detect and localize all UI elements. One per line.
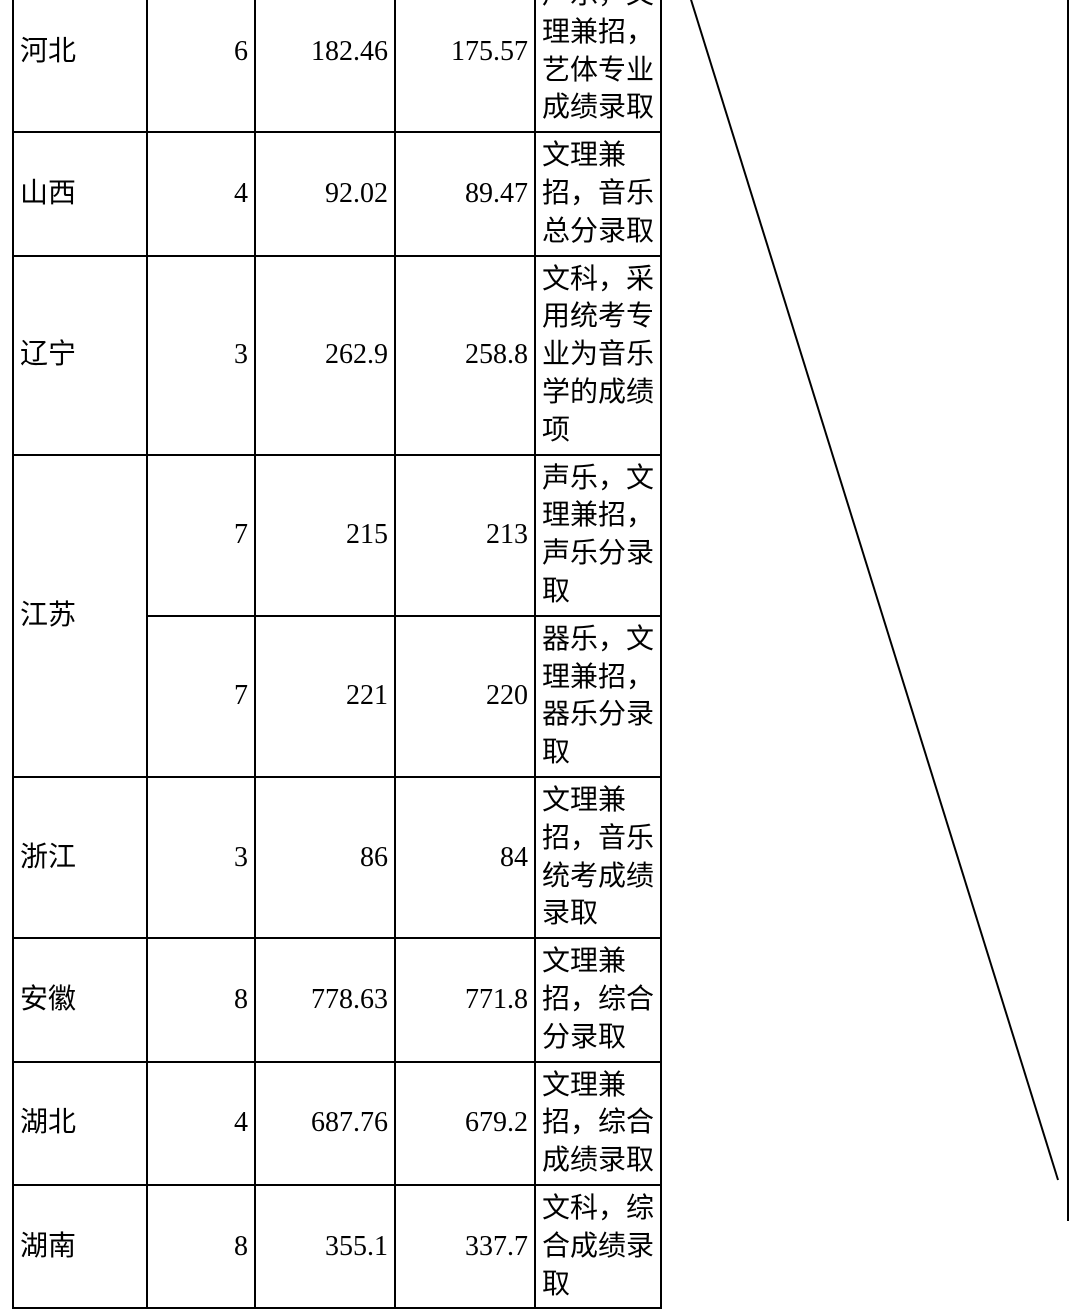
table-row: 山西492.0289.47文理兼招，音乐总分录取	[13, 132, 661, 255]
province-cell: 湖南	[13, 1185, 147, 1308]
score1-cell: 778.63	[255, 938, 395, 1061]
score1-cell: 221	[255, 616, 395, 777]
score2-cell: 175.57	[395, 0, 535, 132]
count-cell: 4	[147, 132, 255, 255]
province-cell: 山西	[13, 132, 147, 255]
score1-cell: 262.9	[255, 256, 395, 455]
score2-cell: 679.2	[395, 1062, 535, 1185]
score1-cell: 86	[255, 777, 395, 938]
note-cell: 文科，综合成绩录取	[535, 1185, 661, 1308]
score1-cell: 355.1	[255, 1185, 395, 1308]
count-cell: 7	[147, 455, 255, 616]
count-cell: 3	[147, 777, 255, 938]
diagonal-line-svg	[660, 0, 1067, 1221]
province-cell: 浙江	[13, 777, 147, 938]
score2-cell: 89.47	[395, 132, 535, 255]
note-cell: 器乐，文理兼招，器乐分录取	[535, 616, 661, 777]
count-cell: 4	[147, 1062, 255, 1185]
province-cell: 湖北	[13, 1062, 147, 1185]
diagonal-line	[660, 0, 1058, 1180]
admission-table: 河北6182.46175.57声乐，文理兼招，艺体专业成绩录取山西492.028…	[12, 0, 662, 1309]
province-cell: 河北	[13, 0, 147, 132]
score2-cell: 337.7	[395, 1185, 535, 1308]
table-row: 湖南8355.1337.7文科，综合成绩录取	[13, 1185, 661, 1308]
score1-cell: 182.46	[255, 0, 395, 132]
province-cell: 江苏	[13, 455, 147, 777]
table-row: 江苏7215213声乐，文理兼招，声乐分录取	[13, 455, 661, 616]
table-row: 辽宁3262.9258.8文科，采用统考专业为音乐学的成绩项	[13, 256, 661, 455]
count-cell: 7	[147, 616, 255, 777]
province-cell: 辽宁	[13, 256, 147, 455]
note-cell: 文理兼招，综合分录取	[535, 938, 661, 1061]
note-cell: 文理兼招，综合成绩录取	[535, 1062, 661, 1185]
table-row: 湖北4687.76679.2文理兼招，综合成绩录取	[13, 1062, 661, 1185]
score2-cell: 84	[395, 777, 535, 938]
score1-cell: 215	[255, 455, 395, 616]
count-cell: 6	[147, 0, 255, 132]
score2-cell: 771.8	[395, 938, 535, 1061]
score1-cell: 92.02	[255, 132, 395, 255]
note-cell: 文理兼招，音乐总分录取	[535, 132, 661, 255]
score2-cell: 220	[395, 616, 535, 777]
table-row: 浙江38684文理兼招，音乐统考成绩录取	[13, 777, 661, 938]
table-row: 河北6182.46175.57声乐，文理兼招，艺体专业成绩录取	[13, 0, 661, 132]
note-cell: 声乐，文理兼招，声乐分录取	[535, 455, 661, 616]
count-cell: 3	[147, 256, 255, 455]
table-row: 安徽8778.63771.8文理兼招，综合分录取	[13, 938, 661, 1061]
score2-cell: 213	[395, 455, 535, 616]
province-cell: 安徽	[13, 938, 147, 1061]
score2-cell: 258.8	[395, 256, 535, 455]
diagonal-cell	[660, 0, 1069, 1221]
note-cell: 声乐，文理兼招，艺体专业成绩录取	[535, 0, 661, 132]
page-wrap: 河北6182.46175.57声乐，文理兼招，艺体专业成绩录取山西492.028…	[0, 0, 1080, 1221]
count-cell: 8	[147, 938, 255, 1061]
count-cell: 8	[147, 1185, 255, 1308]
score1-cell: 687.76	[255, 1062, 395, 1185]
note-cell: 文理兼招，音乐统考成绩录取	[535, 777, 661, 938]
note-cell: 文科，采用统考专业为音乐学的成绩项	[535, 256, 661, 455]
